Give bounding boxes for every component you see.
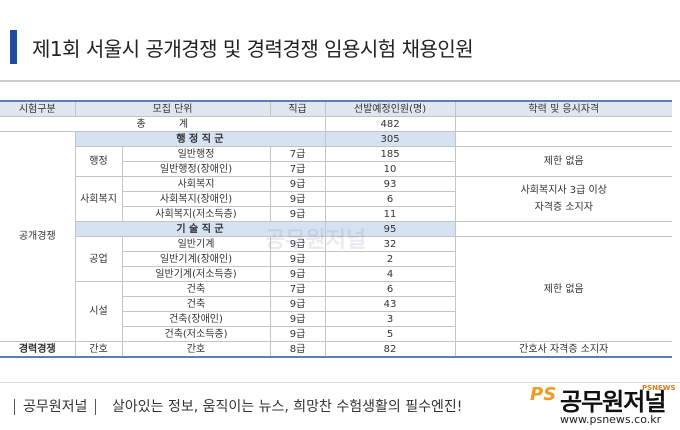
unit: 건축(저소득층) [122,326,271,342]
row: 사회복지(저소득층) 9급 11 [0,206,672,222]
qualification: 간호사 자격증 소지자 [454,341,673,358]
count: 6 [324,191,456,207]
watermark: 공무원저널 [265,228,367,253]
header: 학력 및 응시자격 [454,100,673,117]
grade: 7급 [269,281,326,297]
count: 93 [324,176,456,192]
total-label: 총 계 [0,116,326,132]
empty-cell [454,221,673,237]
grade: 9급 [269,191,326,207]
count: 43 [324,296,456,312]
qualification: 제한 없음 [454,236,673,342]
count: 5 [324,326,456,342]
qualification-line: 사회복지사 3급 이상 [520,185,607,196]
qualification-line: 자격증 소지자 [534,202,593,213]
section-label: 공개경쟁 [0,131,76,342]
group-label: 공업 [75,236,123,282]
family-count: 305 [324,131,456,147]
unit: 사회복지 [121,176,271,192]
unit: 일반행정(장애인) [122,161,271,177]
title: 제1회 서울시 공개경쟁 및 경력경쟁 임용시험 채용인원 [32,37,474,61]
grade: 9급 [269,176,326,192]
title-bar [10,30,17,64]
grade: 9급 [269,266,326,282]
footer-slogan: 살아있는 정보, 움직이는 뉴스, 희망찬 수험생활의 필수엔진! [112,399,463,415]
unit: 일반기계 [121,236,271,252]
group-label: 간호 [74,341,123,358]
logo-sub: PSNEWS [642,384,676,392]
logo-url: www.psnews.co.kr [560,413,662,426]
empty-cell [454,131,673,147]
title-rule [0,80,680,82]
grade: 9급 [269,326,326,342]
grade: 7급 [269,146,326,162]
count: 6 [324,281,456,297]
qualification-line: 제한 없음 [543,156,584,167]
qualification: 제한 없음 [454,146,673,177]
header-row: 시험구분 모집 단위 직급 선발예정인원(명) 학력 및 응시자격 [0,100,673,117]
grade: 9급 [269,206,326,222]
career-row: 경력경쟁 간호 간호 8급 82 간호사 자격증 소지자 [0,341,673,358]
row: 건축(저소득층) 9급 5 [0,326,672,342]
qualification-line: 제한 없음 [543,283,584,295]
section-label: 경력경쟁 [0,341,76,358]
count: 10 [324,161,456,177]
unit: 건축 [122,296,271,312]
unit: 일반기계(장애인) [122,251,271,267]
footer-brand: 공무원저널 [14,399,97,415]
row: 일반행정(장애인) 7급 10 [0,161,672,177]
family-label: 행 정 직 군 [74,131,326,147]
recruitment-table: 시험구분 모집 단위 직급 선발예정인원(명) 학력 및 응시자격 총 계 48… [0,100,673,358]
unit: 일반행정 [121,146,271,162]
count: 4 [324,266,456,282]
grade: 9급 [269,311,326,327]
unit: 건축(장애인) [122,311,271,327]
total-row: 총 계 482 [0,116,673,132]
family-row: 공개경쟁 행 정 직 군 305 [0,131,673,342]
unit: 사회복지(장애인) [122,191,271,207]
count: 82 [324,341,456,358]
header: 선발예정인원(명) [324,100,456,117]
count: 185 [324,146,456,162]
grade: 9급 [269,296,326,312]
unit: 일반기계(저소득층) [122,266,271,282]
empty-cell [454,116,673,132]
unit: 사회복지(저소득층) [122,206,271,222]
header: 시험구분 [0,100,76,117]
logo-name: 공무원저널 [560,388,666,416]
group-label: 시설 [75,281,123,342]
logo-mark: PS [530,384,557,405]
unit: 건축 [121,281,271,297]
unit: 간호 [121,341,271,358]
count: 3 [324,311,456,327]
group-label: 행정 [75,146,123,177]
grade: 8급 [269,341,326,358]
total-count: 482 [324,116,456,132]
footer-rule [0,382,680,383]
header: 직급 [269,100,326,117]
group-label: 사회복지 [75,176,123,222]
row: 행정 일반행정 7급 185 제한 없음 [0,146,673,177]
grade: 7급 [269,161,326,177]
count: 11 [324,206,456,222]
row: 공업 일반기계 9급 32 제한 없음 [0,236,673,342]
header: 모집 단위 [74,100,271,117]
